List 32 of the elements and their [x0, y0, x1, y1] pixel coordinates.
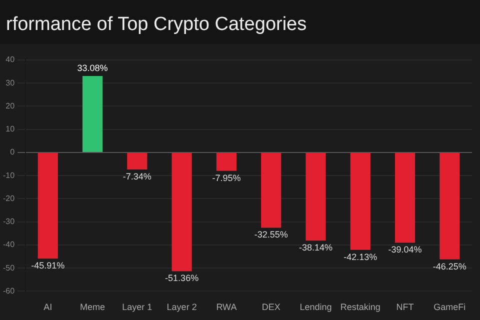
y-tick-label: -30: [3, 217, 16, 226]
y-tick-label: -40: [3, 240, 16, 250]
x-tick-label: Layer 2: [166, 302, 197, 312]
x-tick-label: Lending: [300, 302, 332, 312]
data-label: -38.14%: [298, 242, 333, 253]
x-tick-label: NFT: [396, 302, 414, 312]
x-tick-label: RWA: [216, 302, 237, 312]
data-label: -46.25%: [432, 261, 466, 272]
y-tick-label: 10: [6, 124, 16, 134]
x-tick-label: Layer 1: [122, 302, 152, 312]
x-tick-label: DEX: [262, 302, 280, 312]
x-tick-label: Meme: [80, 302, 106, 312]
x-tick-label: AI: [44, 302, 52, 312]
y-tick-label: 0: [10, 148, 16, 157]
data-label: -7.95%: [212, 172, 241, 183]
y-tick-label: 20: [6, 101, 16, 110]
data-label: -32.55%: [254, 230, 288, 240]
chart-title: rformance of Top Crypto Categories: [0, 0, 480, 44]
data-label: 33.08%: [77, 62, 108, 73]
y-tick-label: 40: [6, 55, 16, 64]
x-tick-label: Restaking: [340, 302, 380, 312]
y-tick-label: -50: [3, 263, 16, 272]
y-tick-label: -60: [3, 286, 16, 296]
data-label: -42.13%: [344, 252, 378, 262]
y-tick-label: -20: [3, 194, 16, 203]
y-tick-label: 30: [6, 78, 16, 88]
x-tick-label: GameFi: [434, 302, 466, 312]
data-label: -7.34%: [122, 171, 152, 182]
data-label: -45.91%: [31, 260, 65, 271]
data-label: -51.36%: [165, 273, 199, 284]
y-tick-label: -10: [3, 170, 16, 180]
data-label: -39.04%: [388, 244, 422, 255]
